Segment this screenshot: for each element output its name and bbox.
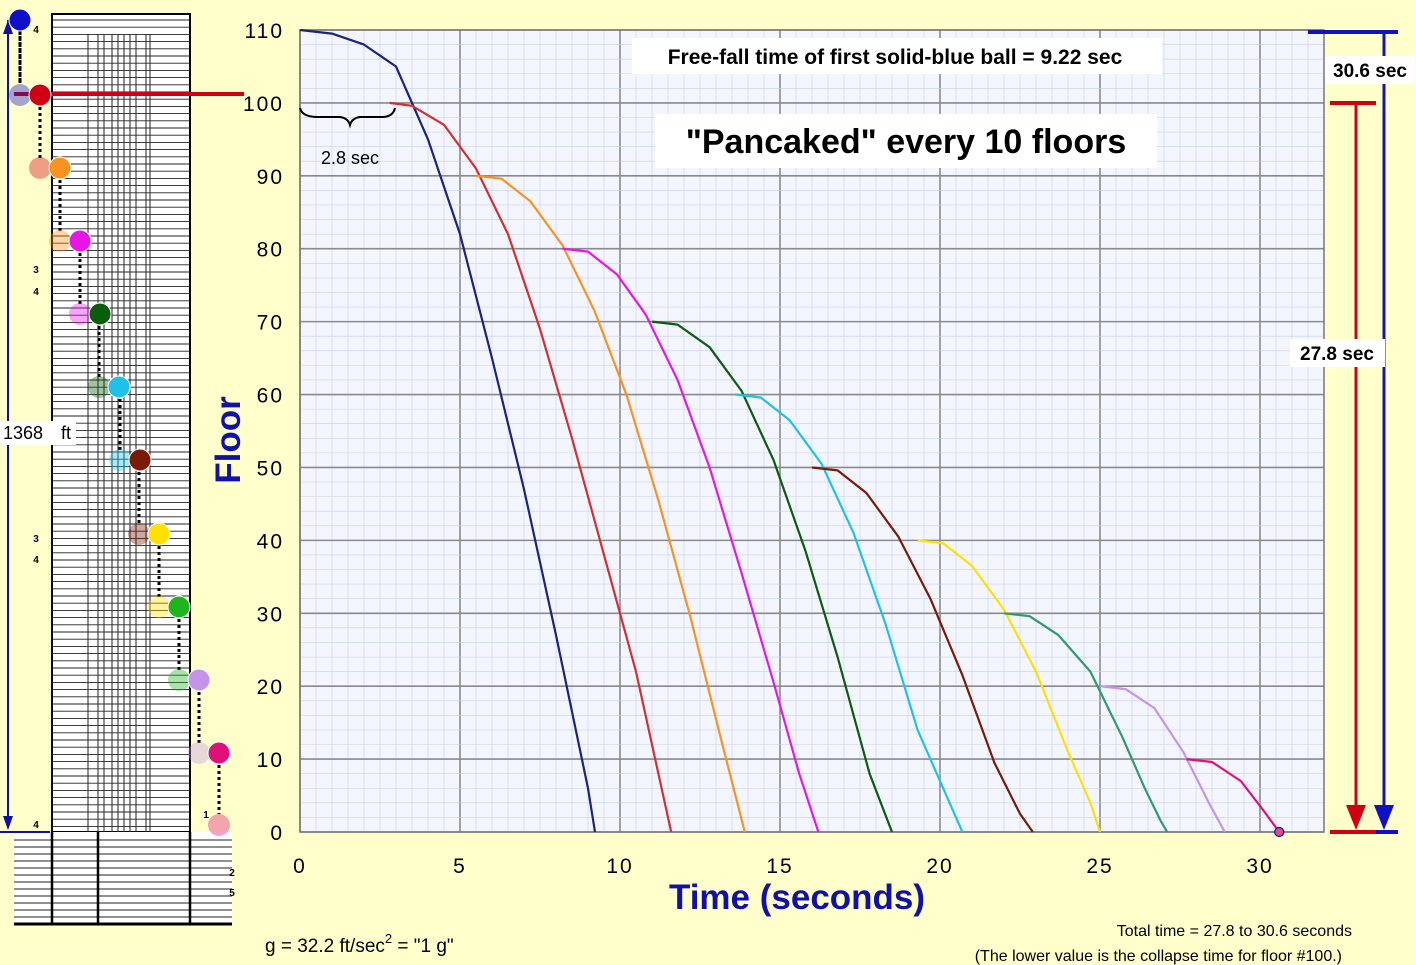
height-arrow-top bbox=[3, 20, 13, 34]
y-tick-label: 70 bbox=[257, 312, 284, 335]
ball-7 bbox=[128, 448, 152, 472]
y-tick-label: 60 bbox=[257, 385, 284, 408]
faded-ball bbox=[29, 157, 51, 179]
faded-ball bbox=[168, 669, 190, 691]
x-tick-label: 5 bbox=[453, 855, 467, 878]
series-line-5 bbox=[651, 320, 894, 833]
faded-ball bbox=[148, 596, 170, 618]
series-line-11 bbox=[1186, 758, 1281, 833]
x-tick-label: 10 bbox=[606, 855, 633, 878]
side-mark-label: 4 bbox=[33, 555, 39, 566]
ball-10 bbox=[187, 668, 211, 692]
right-markers: 30.6 sec 27.8 sec bbox=[1290, 30, 1415, 834]
end-point-dot bbox=[1274, 826, 1285, 838]
upper-label-box bbox=[1325, 56, 1415, 84]
height-arrow-bottom bbox=[3, 816, 13, 830]
upper-time-label: 30.6 sec bbox=[1333, 61, 1407, 82]
freefall-annotation: Free-fall time of first solid-blue ball … bbox=[668, 46, 1123, 69]
series-line-10 bbox=[1099, 685, 1226, 833]
chart-title: "Pancaked" every 10 floors bbox=[686, 123, 1126, 161]
faded-ball bbox=[208, 814, 230, 836]
series-lines bbox=[299, 28, 1285, 838]
x-tick-label: 20 bbox=[926, 855, 953, 878]
red-arrow-head bbox=[1346, 805, 1366, 830]
y-tick-label: 10 bbox=[257, 749, 284, 772]
y-tick-label: 100 bbox=[243, 93, 284, 116]
gravity-note: g = 32.2 ft/sec2 = "1 g" bbox=[265, 931, 454, 957]
x-axis-label: Time (seconds) bbox=[669, 878, 925, 917]
y-axis-label: Floor bbox=[209, 396, 248, 484]
side-mark-label: 1 bbox=[203, 810, 209, 821]
faded-ball bbox=[49, 230, 71, 252]
series-line-2 bbox=[389, 101, 673, 833]
faded-ball bbox=[88, 376, 110, 398]
brace bbox=[299, 107, 396, 129]
side-mark-label: 5 bbox=[229, 888, 235, 899]
faded-ball bbox=[128, 523, 150, 545]
x-tick-label: 15 bbox=[766, 855, 793, 878]
faded-ball bbox=[109, 449, 131, 471]
lower-value-note: (The lower value is the collapse time fo… bbox=[975, 948, 1342, 965]
series-line-8 bbox=[917, 539, 1102, 833]
ball-1 bbox=[8, 8, 32, 32]
ball-5 bbox=[88, 302, 112, 326]
series-line-6 bbox=[735, 393, 964, 833]
ball-6 bbox=[107, 375, 131, 399]
x-tick-label: 25 bbox=[1086, 855, 1113, 878]
series-line-4 bbox=[562, 247, 820, 833]
side-mark-label: 4 bbox=[33, 287, 39, 298]
ball-8 bbox=[147, 522, 171, 546]
side-mark-label: 2 bbox=[229, 868, 235, 879]
side-mark-label: 4 bbox=[33, 25, 39, 36]
faded-ball bbox=[188, 742, 210, 764]
x-tick-label: 30 bbox=[1246, 855, 1273, 878]
y-tick-label: 90 bbox=[257, 166, 284, 189]
total-time-note: Total time = 27.8 to 30.6 seconds bbox=[1117, 923, 1352, 940]
ball-2 bbox=[28, 83, 52, 107]
brace-label: 2.8 sec bbox=[321, 148, 379, 168]
tick-labels: 0 5 10 15 20 25 30 0 10 20 30 40 50 60 70 80 90 100 110 bbox=[243, 20, 1273, 878]
height-label-box bbox=[0, 421, 76, 445]
plot-border bbox=[299, 29, 1325, 833]
tower-diagram: 1368 ft 4 3 4 3 4 4 1 2 5 bbox=[0, 8, 244, 926]
y-tick-label: 50 bbox=[257, 457, 284, 480]
side-mark-label: 3 bbox=[33, 534, 39, 545]
y-tick-label: 30 bbox=[257, 603, 284, 626]
x-tick-label: 0 bbox=[293, 855, 307, 878]
faded-ball bbox=[69, 303, 91, 325]
height-unit: ft bbox=[61, 423, 71, 443]
height-label: 1368 bbox=[3, 423, 43, 443]
series-line-9 bbox=[1003, 612, 1169, 833]
series-line-1 bbox=[299, 28, 597, 833]
series-line-3 bbox=[475, 174, 746, 833]
series-line-7 bbox=[811, 466, 1034, 833]
y-tick-label: 110 bbox=[245, 20, 284, 43]
y-tick-label: 20 bbox=[257, 676, 284, 699]
side-mark-label: 3 bbox=[33, 265, 39, 276]
ball-11 bbox=[207, 741, 231, 765]
blue-arrow-head bbox=[1374, 805, 1394, 830]
faded-ball bbox=[9, 84, 31, 106]
annotation-box bbox=[632, 38, 1162, 74]
side-mark-label: 4 bbox=[33, 820, 39, 831]
y-tick-label: 80 bbox=[257, 239, 284, 262]
lower-time-label: 27.8 sec bbox=[1300, 344, 1374, 365]
y-tick-label: 0 bbox=[270, 822, 284, 845]
ball-3 bbox=[48, 156, 72, 180]
ball-4 bbox=[68, 229, 92, 253]
title-box bbox=[655, 114, 1157, 168]
lower-label-box bbox=[1290, 339, 1385, 367]
y-tick-label: 40 bbox=[257, 530, 284, 553]
ball-9 bbox=[167, 595, 191, 619]
